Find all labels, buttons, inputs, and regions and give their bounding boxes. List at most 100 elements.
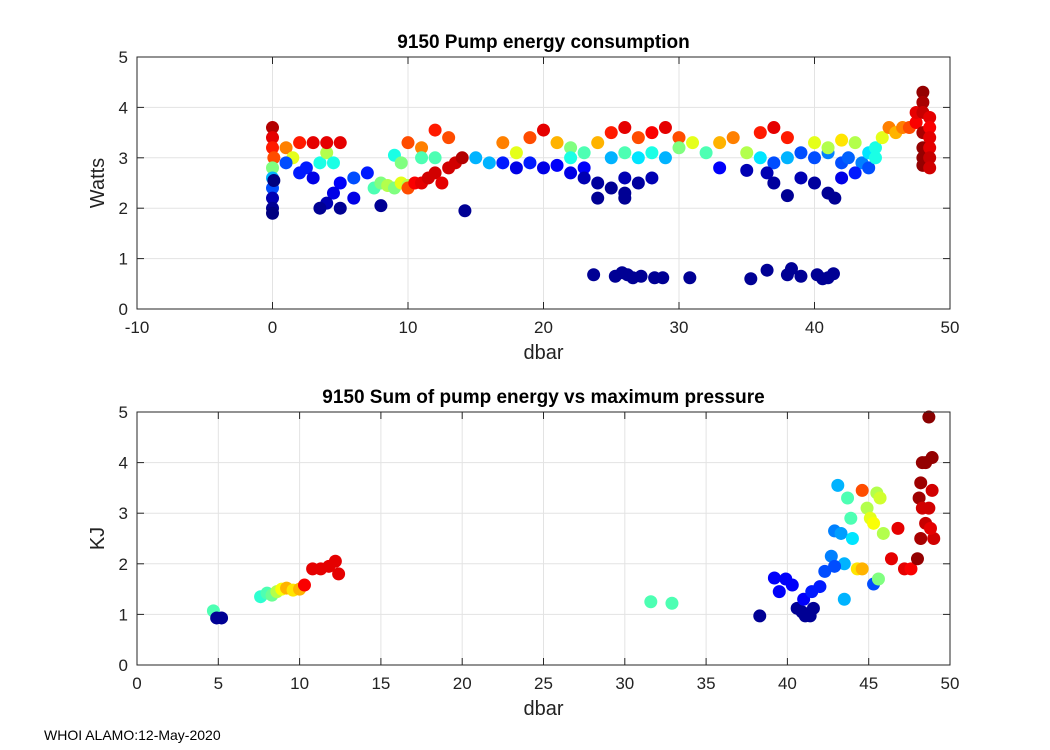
y-tick-label: 1 <box>119 605 128 624</box>
data-point <box>683 271 697 285</box>
x-tick-label: 15 <box>371 674 390 693</box>
x-tick-label: 30 <box>670 318 689 337</box>
data-point <box>591 136 605 150</box>
data-point <box>904 562 918 576</box>
data-point <box>326 156 340 170</box>
data-point <box>916 85 930 99</box>
data-point <box>672 141 686 155</box>
data-point <box>634 269 648 283</box>
data-point <box>740 163 754 177</box>
data-point <box>267 151 281 165</box>
y-tick-label: 4 <box>119 98 128 117</box>
data-point <box>297 578 311 592</box>
data-point <box>587 268 601 282</box>
data-point <box>772 585 786 599</box>
y-tick-label: 0 <box>119 656 128 675</box>
data-point <box>428 151 442 165</box>
data-point <box>753 126 767 140</box>
data-point <box>713 161 727 175</box>
data-point <box>523 131 537 145</box>
data-point <box>767 156 781 170</box>
data-point <box>828 191 842 205</box>
y-tick-label: 0 <box>119 300 128 319</box>
data-point <box>767 121 781 135</box>
data-point <box>523 156 537 170</box>
data-point <box>266 141 279 155</box>
data-point <box>794 146 808 160</box>
y-tick-label: 4 <box>119 454 128 473</box>
data-point <box>333 201 347 215</box>
data-point <box>333 136 347 150</box>
data-point <box>824 549 838 563</box>
data-point <box>910 552 924 566</box>
data-point <box>785 578 799 592</box>
data-point <box>780 151 794 165</box>
data-point <box>923 110 937 124</box>
data-point <box>780 131 794 145</box>
data-point <box>835 171 849 185</box>
data-point <box>509 146 523 160</box>
data-point <box>618 146 632 160</box>
data-point <box>306 136 320 150</box>
data-point <box>813 580 827 594</box>
data-point <box>394 156 408 170</box>
data-point <box>767 571 781 585</box>
data-point <box>672 131 686 145</box>
chart-title: 9150 Sum of pump energy vs maximum press… <box>322 387 764 408</box>
data-point <box>848 166 862 180</box>
data-point <box>469 151 483 165</box>
data-point <box>884 552 898 566</box>
data-point <box>855 483 869 497</box>
data-point <box>873 491 887 505</box>
x-tick-label: 45 <box>859 674 878 693</box>
data-point <box>618 171 632 185</box>
data-point <box>923 121 937 135</box>
data-point <box>868 151 882 165</box>
data-point <box>760 263 774 277</box>
data-point <box>658 121 672 135</box>
x-tick-label: 20 <box>534 318 553 337</box>
data-point <box>808 176 821 190</box>
data-point <box>279 141 293 155</box>
data-point <box>806 601 820 615</box>
data-point <box>923 141 937 155</box>
data-point <box>925 451 939 465</box>
data-point <box>835 133 849 147</box>
y-tick-label: 5 <box>119 403 128 422</box>
data-point <box>658 151 672 165</box>
data-point <box>550 158 564 172</box>
y-tick-label: 1 <box>119 250 128 269</box>
data-point <box>550 136 564 150</box>
data-point <box>923 521 937 535</box>
data-point <box>215 611 229 625</box>
data-point <box>826 267 840 281</box>
data-point <box>665 596 679 610</box>
data-point <box>267 173 281 187</box>
data-point <box>780 189 794 203</box>
data-point <box>841 151 855 165</box>
data-point <box>645 171 659 185</box>
data-point <box>860 501 874 515</box>
data-point <box>564 166 578 180</box>
data-point <box>537 123 550 137</box>
y-tick-label: 5 <box>119 48 128 67</box>
data-point <box>855 562 869 576</box>
data-point <box>794 269 808 283</box>
data-point <box>923 161 937 175</box>
data-point <box>818 564 832 578</box>
data-point <box>644 595 658 609</box>
data-point <box>925 483 939 497</box>
data-point <box>871 572 885 586</box>
data-point <box>496 136 510 150</box>
x-tick-label: 40 <box>778 674 797 693</box>
y-tick-label: 3 <box>119 504 128 523</box>
data-point <box>923 131 937 145</box>
data-point <box>740 146 754 160</box>
data-point <box>401 136 415 150</box>
x-tick-label: 40 <box>805 318 824 337</box>
data-point <box>360 166 374 180</box>
data-point <box>428 123 442 137</box>
data-point <box>266 161 279 175</box>
data-point <box>821 141 835 155</box>
